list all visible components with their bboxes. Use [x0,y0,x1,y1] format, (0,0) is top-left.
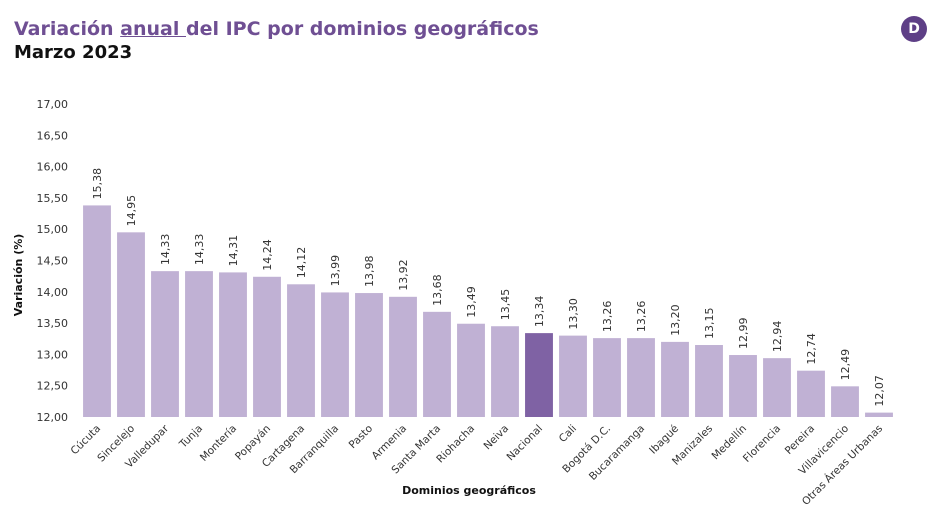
y-tick-label: 13,00 [37,348,69,361]
bar [185,271,213,417]
bar [661,341,689,417]
bar [117,232,145,417]
y-axis-label: Variación (%) [12,234,25,317]
x-tick-label: Florencia [741,423,783,465]
bar [797,370,825,417]
value-label: 14,33 [159,234,172,266]
value-label: 13,68 [431,274,444,306]
value-label: 13,34 [533,296,546,328]
value-label: 14,24 [261,239,274,271]
bar [83,205,111,417]
bar [457,323,485,417]
x-tick-label: Cali [557,423,579,445]
y-tick-label: 16,50 [37,129,69,142]
value-label: 13,98 [363,256,376,288]
chart-title: Variación anual del IPC por dominios geo… [14,18,539,40]
bar [355,293,383,417]
bar [491,326,519,417]
value-label: 13,30 [567,298,580,330]
bar [695,345,723,417]
value-label: 13,26 [601,301,614,333]
y-tick-label: 17,00 [37,98,69,111]
y-tick-label: 15,50 [37,192,69,205]
chart-subtitle: Marzo 2023 [14,42,133,63]
value-label: 12,74 [805,333,818,365]
x-tick-label: Pereira [783,423,817,457]
value-label: 12,49 [839,349,852,381]
bar [219,272,247,417]
y-tick-label: 14,00 [37,286,69,299]
bar [627,338,655,417]
bar [151,271,179,417]
value-labels: 15,38 14,95 14,33 14,33 14,31 14,24 14,12 13,99… [91,168,886,407]
value-label: 15,38 [91,168,104,200]
y-tick-label: 12,00 [37,411,69,424]
value-label: 13,26 [635,301,648,333]
value-label: 12,07 [873,375,886,407]
y-tick-label: 12,50 [37,380,69,393]
value-label: 13,15 [703,308,716,340]
x-tick-label: Montería [198,423,239,464]
x-tick-label: Nacional [505,423,546,464]
y-tick-label: 16,00 [37,161,69,174]
value-label: 14,95 [125,195,138,227]
value-label: 13,92 [397,259,410,291]
bar [389,296,417,417]
y-tick-label: 14,50 [37,255,69,268]
value-label: 14,12 [295,247,308,279]
bars [83,205,893,417]
y-tick-label: 15,00 [37,223,69,236]
y-tick-label: 13,50 [37,317,69,330]
bar [729,355,757,417]
bar [831,386,859,417]
value-label: 13,99 [329,255,342,287]
value-label: 14,31 [227,235,240,267]
value-label: 12,99 [737,318,750,350]
x-tick-label: Ibagué [647,423,681,457]
bar [865,412,893,417]
bar [525,333,553,417]
brand-logo-icon: D [901,16,927,42]
y-axis: 12,00 12,50 13,00 13,50 14,00 14,50 15,00 15,50… [37,98,69,424]
bar [253,276,281,417]
bar [287,284,315,417]
value-label: 13,49 [465,286,478,318]
bar [423,311,451,417]
value-label: 13,45 [499,289,512,321]
value-label: 14,33 [193,234,206,266]
x-axis-label: Dominios geográficos [402,484,536,497]
bar [559,335,587,417]
value-label: 12,94 [771,321,784,353]
bar [593,338,621,417]
x-tick-label: Pasto [347,423,376,452]
value-label: 13,20 [669,304,682,336]
x-tick-label: Tunja [176,423,205,452]
bar [321,292,349,417]
bar [763,358,791,417]
x-tick-label: Neiva [482,423,512,453]
